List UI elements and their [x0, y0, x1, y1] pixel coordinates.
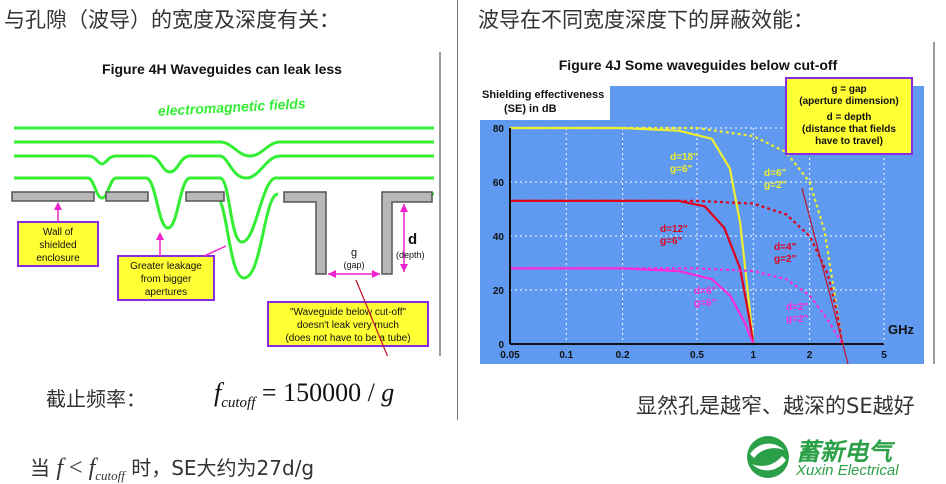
em-fields-label: electromagnetic fields	[158, 95, 307, 119]
y-tick-label: 60	[493, 178, 505, 189]
svg-text:doesn't leak very much: doesn't leak very much	[297, 320, 399, 331]
label-d4: d=4"	[774, 242, 797, 253]
label-g6-c: g=6"	[694, 298, 717, 309]
x-tick-label: 0.1	[559, 350, 573, 361]
se-condition: 当 f < fcutoff 时，SE大约为27d/g	[30, 455, 315, 483]
logo-mark-icon	[747, 436, 789, 478]
y-tick-label: 80	[493, 124, 505, 135]
svg-text:(distance that fields: (distance that fields	[802, 124, 896, 135]
label-g6-a: g=6"	[670, 164, 693, 175]
figure-4h-title: Figure 4H Waveguides can leak less	[102, 61, 342, 77]
svg-text:d = depth: d = depth	[827, 112, 872, 123]
y-tick-label: 40	[493, 232, 505, 243]
x-tick-label: 2	[807, 350, 813, 361]
svg-text:Greater leakage: Greater leakage	[130, 261, 202, 272]
label-d12: d=12"	[660, 224, 688, 235]
figure-4j-title: Figure 4J Some waveguides below cut-off	[559, 57, 838, 73]
series-labels: d=18" g=6" d=6" g=2" d=12" g=6" d=4" g=2…	[660, 152, 809, 325]
left-heading: 与孔隙（波导）的宽度及深度有关：	[4, 8, 340, 32]
x-tick-labels: 0.05 0.1 0.2 0.5 1 2 5	[500, 350, 887, 361]
label-d18: d=18"	[670, 152, 698, 163]
label-d2: d=2"	[786, 302, 809, 313]
se-chart: Figure 4J Some waveguides below cut-off …	[474, 42, 944, 364]
y-tick-labels: 0 20 40 60 80	[493, 124, 505, 351]
svg-text:d: d	[408, 231, 417, 248]
logo-cn-text: 蓄新电气	[796, 438, 892, 466]
label-g2-c: g=2"	[786, 314, 809, 325]
label-d6-dashed: d=6"	[764, 168, 787, 179]
x-tick-label: 1	[751, 350, 757, 361]
y-axis-label-2: (SE) in dB	[504, 103, 557, 115]
series-line-5	[510, 267, 755, 345]
series-line-4	[510, 199, 844, 345]
svg-text:g = gap: g = gap	[831, 84, 866, 95]
svg-text:have to travel): have to travel)	[815, 136, 883, 147]
annotation-pointer	[801, 187, 849, 364]
series-line-6	[510, 267, 844, 345]
svg-text:(does not have to be a tube): (does not have to be a tube)	[285, 333, 410, 344]
depth-marker: d (depth)	[396, 204, 425, 272]
svg-text:"Waveguide below cut-off": "Waveguide below cut-off"	[290, 307, 407, 318]
right-heading: 波导在不同宽度深度下的屏蔽效能：	[478, 8, 814, 32]
logo-en-text: Xuxin Electrical	[796, 462, 899, 479]
y-tick-label: 0	[498, 340, 504, 351]
chart-legend-box: g = gap (aperture dimension) d = depth (…	[785, 77, 913, 155]
vertical-divider	[457, 0, 458, 420]
svg-text:(aperture dimension): (aperture dimension)	[799, 96, 898, 107]
xuxin-logo: 蓄新电气 Xuxin Electrical	[744, 432, 944, 482]
leakage-label-box: Greater leakage from bigger apertures	[117, 232, 227, 301]
svg-text:apertures: apertures	[145, 287, 187, 298]
svg-text:Wall of: Wall of	[43, 227, 73, 238]
x-tick-label: 0.5	[690, 350, 704, 361]
svg-text:(depth): (depth)	[396, 250, 425, 260]
chart-series	[510, 126, 844, 345]
cutoff-label: 截止频率：	[46, 387, 146, 411]
cutoff-formula: fcutoff = 150000 / g	[214, 378, 395, 411]
conclusion-note: 显然孔是越窄、越深的SE越好	[636, 394, 915, 418]
label-d6-solid: d=6"	[694, 286, 717, 297]
svg-text:enclosure: enclosure	[36, 253, 80, 264]
waveguide-note-box: "Waveguide below cut-off" doesn't leak v…	[267, 301, 429, 347]
label-g2-a: g=2"	[764, 180, 787, 191]
y-axis-label-1: Shielding effectiveness	[482, 89, 604, 101]
svg-text:g: g	[351, 247, 357, 259]
gap-marker: g (gap)	[328, 247, 380, 278]
x-axis-unit: GHz	[888, 322, 915, 337]
svg-text:from bigger: from bigger	[141, 274, 192, 285]
svg-text:(gap): (gap)	[343, 260, 364, 270]
svg-text:shielded: shielded	[39, 240, 76, 251]
label-g6-b: g=6"	[660, 236, 683, 247]
waveguide-leak-figure: Figure 4H Waveguides can leak less elect…	[0, 44, 456, 356]
y-tick-label: 20	[493, 286, 505, 297]
wall-label-box: Wall of shielded enclosure	[17, 202, 99, 267]
x-tick-label: 0.2	[616, 350, 630, 361]
label-g2-b: g=2"	[774, 254, 797, 265]
x-tick-label: 0.05	[500, 350, 520, 361]
enclosure-walls	[11, 191, 433, 275]
x-tick-label: 5	[881, 350, 887, 361]
